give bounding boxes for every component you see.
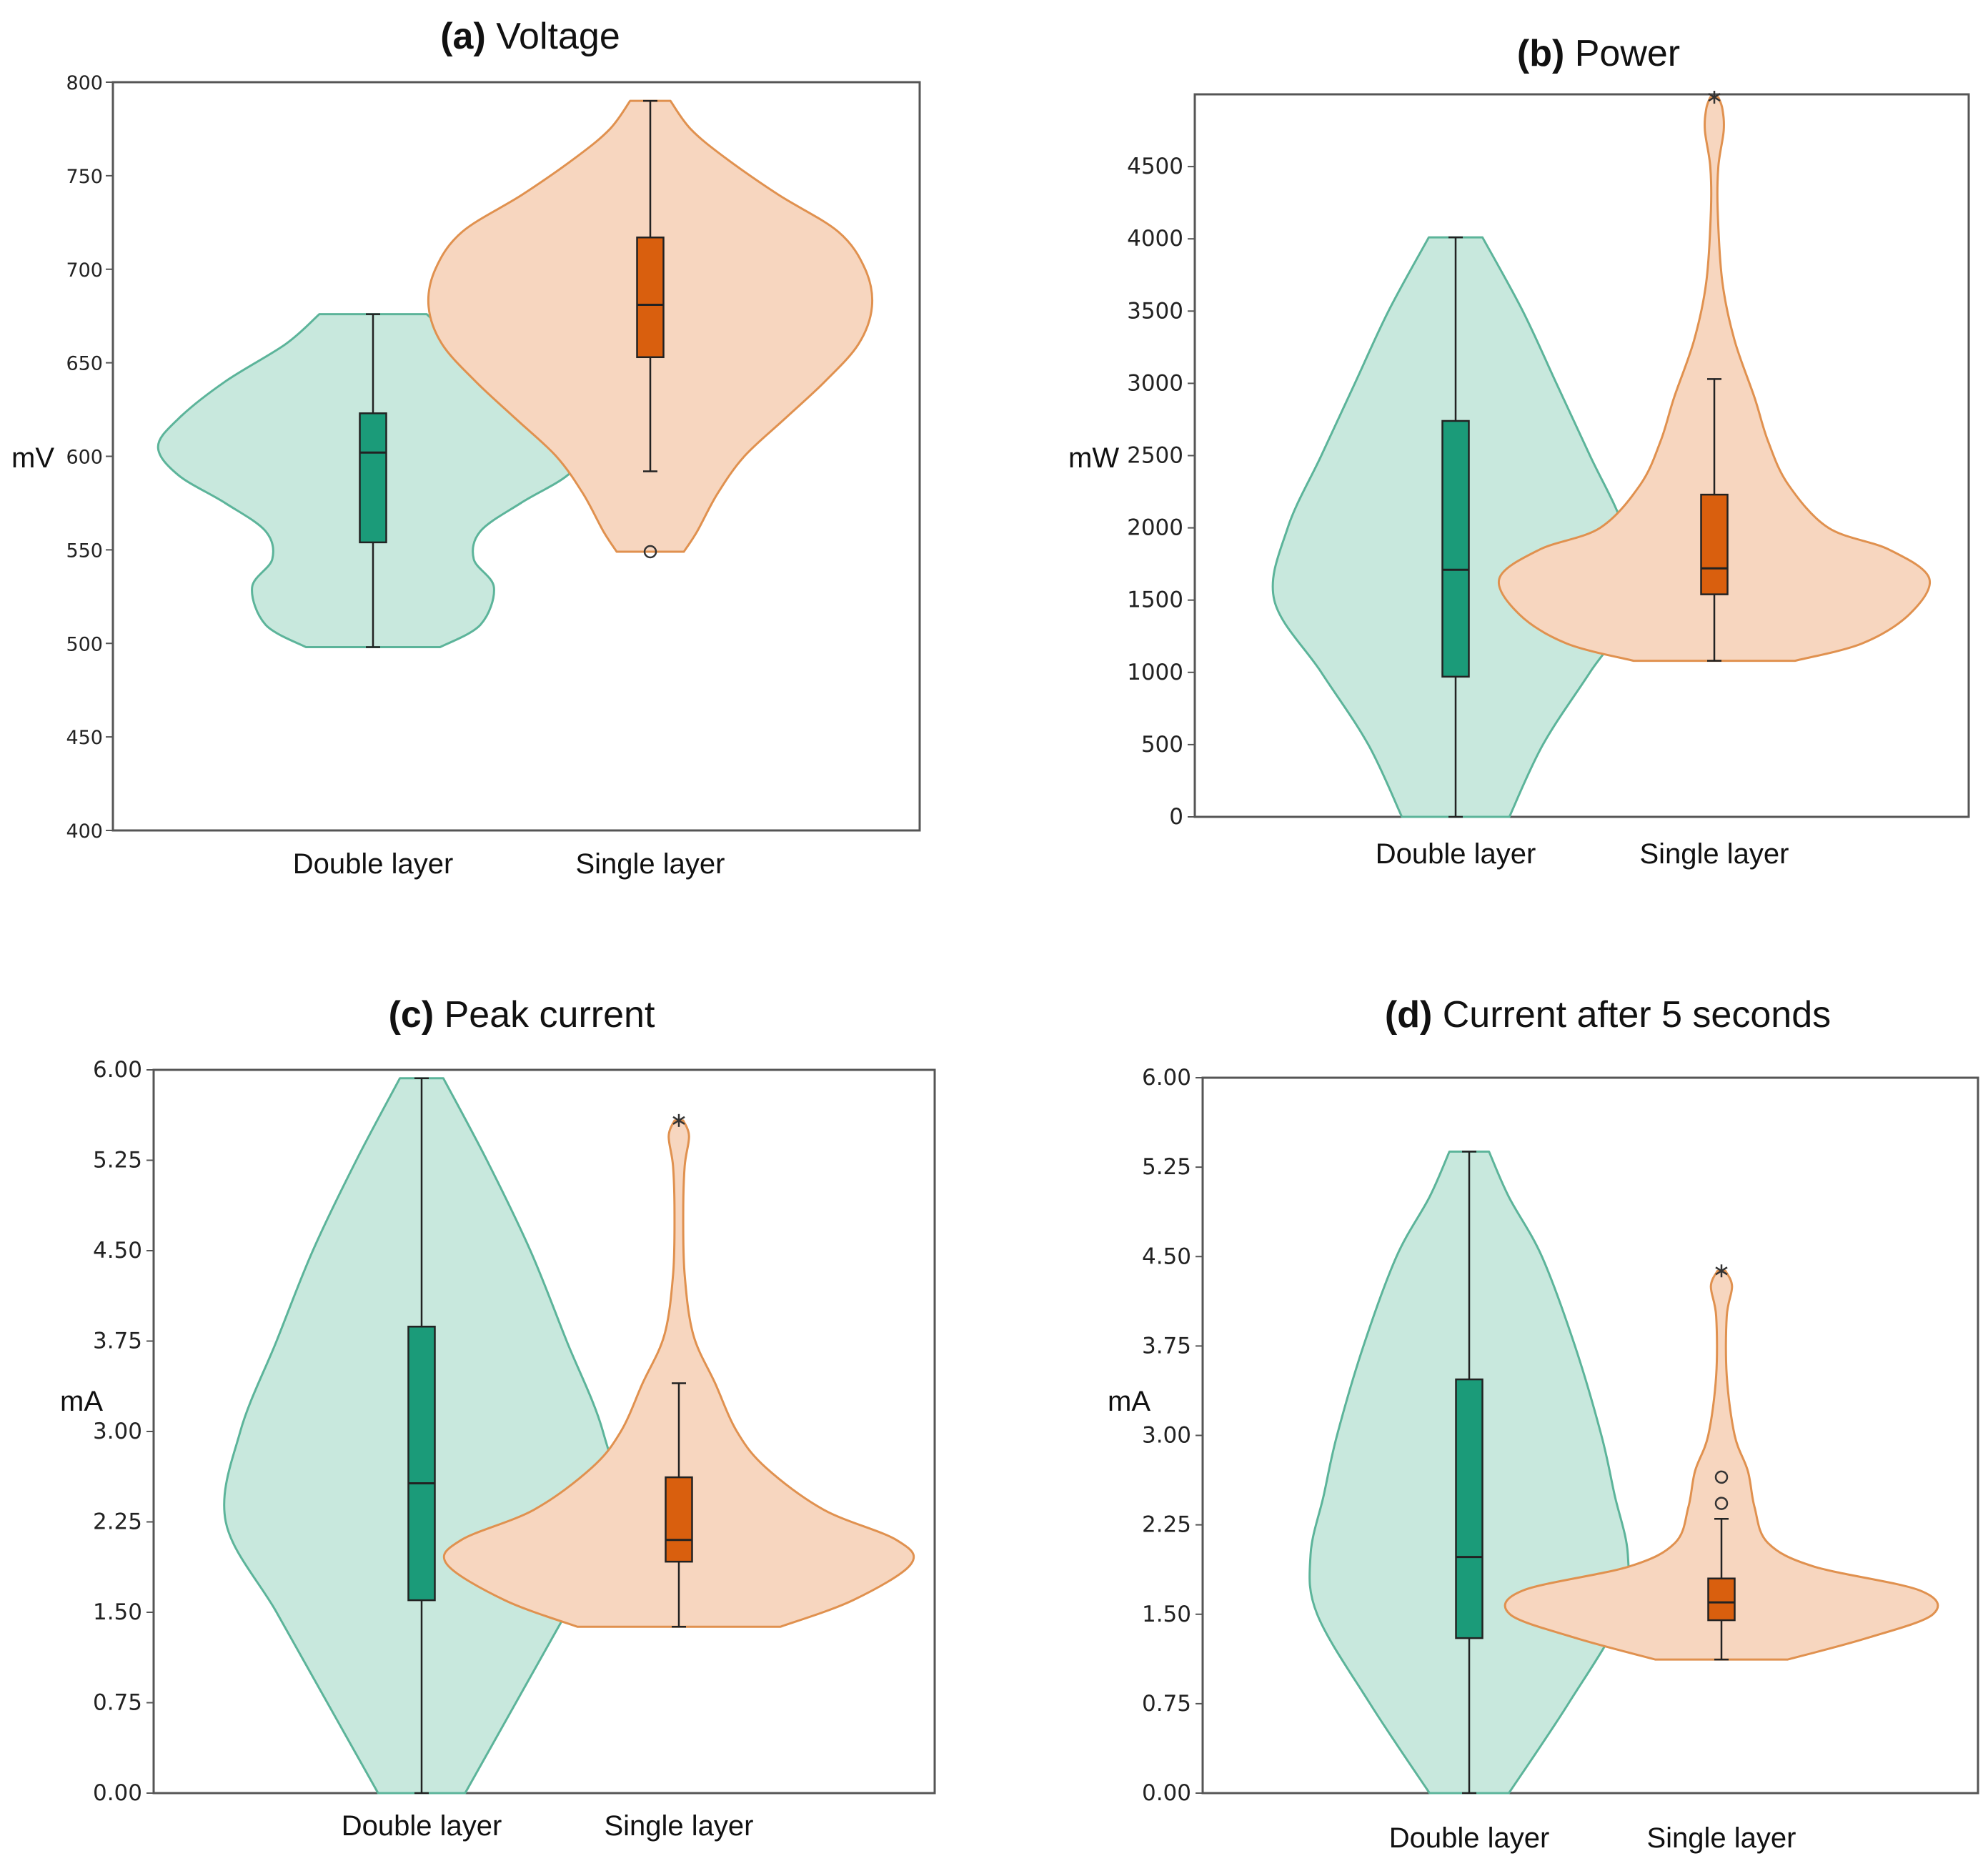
extreme-point <box>672 1113 685 1127</box>
y-tick-label: 750 <box>66 166 103 188</box>
iqr-box <box>407 1326 436 1602</box>
y-tick-label: 650 <box>66 353 103 375</box>
chart-panel-label: (d) <box>1385 994 1432 1036</box>
y-tick-label: 4.50 <box>1142 1244 1191 1269</box>
chart-title-text: Current after 5 seconds <box>1432 994 1831 1036</box>
extreme-stroke <box>1708 92 1721 102</box>
iqr-box <box>1441 420 1470 678</box>
iqr-box <box>1455 1378 1483 1639</box>
iqr-box <box>665 1476 693 1563</box>
chart-title-text: Power <box>1564 33 1680 74</box>
y-tick-label: 0.75 <box>1142 1691 1191 1717</box>
chart-title: (b) Power <box>1517 33 1680 74</box>
y-tick-label: 5.25 <box>93 1148 142 1173</box>
y-tick-label: 1000 <box>1127 660 1183 685</box>
y-tick-label: 6.00 <box>93 1057 142 1083</box>
chart-panel-c: (c) Peak current 0.00 0.75 1.50 2.25 3.00 3.75… <box>60 994 936 1842</box>
y-tick-label: 5.25 <box>1142 1154 1191 1180</box>
y-tick-label: 3.75 <box>93 1329 142 1354</box>
y-tick-label: 1.50 <box>1142 1602 1191 1627</box>
y-tick-label: 1.50 <box>93 1599 142 1625</box>
y-tick-label: 3.75 <box>1142 1333 1191 1359</box>
y-tick-label: 500 <box>1141 732 1183 758</box>
x-category-label: Double layer <box>1376 838 1536 870</box>
chart-title: (d) Current after 5 seconds <box>1385 994 1831 1036</box>
y-tick-label: 3.00 <box>93 1419 142 1444</box>
chart-title: (a) Voltage <box>440 16 620 57</box>
y-tick-label: 4500 <box>1127 154 1183 179</box>
x-category-label: Single layer <box>1646 1822 1796 1854</box>
y-tick-label: 450 <box>66 727 103 749</box>
y-tick-label: 6.00 <box>1142 1065 1191 1091</box>
extreme-stroke <box>1715 1266 1728 1276</box>
x-category-label: Double layer <box>342 1810 502 1842</box>
chart-title-text: Voltage <box>486 16 620 57</box>
y-tick-label: 3500 <box>1127 298 1183 324</box>
x-category-label: Double layer <box>1389 1822 1550 1854</box>
iqr-box <box>636 237 665 359</box>
y-tick-label: 1500 <box>1127 587 1183 613</box>
y-tick-label: 4000 <box>1127 226 1183 252</box>
y-tick-label: 800 <box>66 72 103 94</box>
chart-panel-b: (b) Power 0 500 1000 1500 2000 2500 3000 3500 400… <box>1068 33 1970 870</box>
y-tick-label: 400 <box>66 820 103 843</box>
y-tick-label: 0.00 <box>93 1780 142 1806</box>
x-category-label: Single layer <box>604 1810 753 1842</box>
y-tick-label: 550 <box>66 540 103 562</box>
y-tick-label: 0.75 <box>93 1690 142 1716</box>
y-tick-label: 2500 <box>1127 443 1183 469</box>
outlier-point <box>643 545 657 559</box>
y-axis-label: mA <box>60 1386 103 1417</box>
chart-panel-label: (b) <box>1517 33 1564 74</box>
y-tick-label: 2.25 <box>1142 1512 1191 1538</box>
chart-panel-d: (d) Current after 5 seconds 0.00 0.75 1.50 2… <box>1108 994 1979 1854</box>
y-tick-label: 3000 <box>1127 370 1183 396</box>
outlier-point <box>1714 1497 1729 1510</box>
y-tick-label: 0 <box>1169 804 1183 830</box>
extreme-stroke <box>672 1116 685 1125</box>
violin-shape <box>442 1119 915 1628</box>
y-axis-label: mW <box>1068 442 1119 474</box>
y-tick-label: 3.00 <box>1142 1423 1191 1449</box>
iqr-box <box>359 412 387 544</box>
outlier-point <box>1714 1470 1729 1484</box>
y-axis-label: mA <box>1108 1386 1150 1417</box>
chart-panel-label: (a) <box>440 16 486 57</box>
y-tick-label: 2000 <box>1127 515 1183 541</box>
chart-title: (c) Peak current <box>389 994 655 1036</box>
extreme-point <box>1715 1264 1728 1278</box>
iqr-box <box>1700 493 1729 595</box>
y-axis-label: mV <box>11 442 54 474</box>
chart-panel-a: (a) Voltage 400 450 500 550 600 650 700 750 800 mV… <box>11 16 921 880</box>
y-tick-label: 0.00 <box>1142 1780 1191 1806</box>
y-tick-label: 500 <box>66 633 103 655</box>
y-tick-label: 600 <box>66 447 103 469</box>
x-category-label: Single layer <box>575 848 725 880</box>
x-category-label: Single layer <box>1639 838 1789 870</box>
iqr-box <box>1707 1577 1736 1622</box>
y-tick-label: 4.50 <box>93 1238 142 1264</box>
extreme-point <box>1708 91 1721 104</box>
violin-shape <box>1504 1269 1939 1661</box>
chart-title-text: Peak current <box>434 994 655 1036</box>
y-tick-label: 700 <box>66 259 103 282</box>
chart-panel-label: (c) <box>389 994 434 1036</box>
y-tick-label: 2.25 <box>93 1509 142 1535</box>
x-category-label: Double layer <box>293 848 454 880</box>
